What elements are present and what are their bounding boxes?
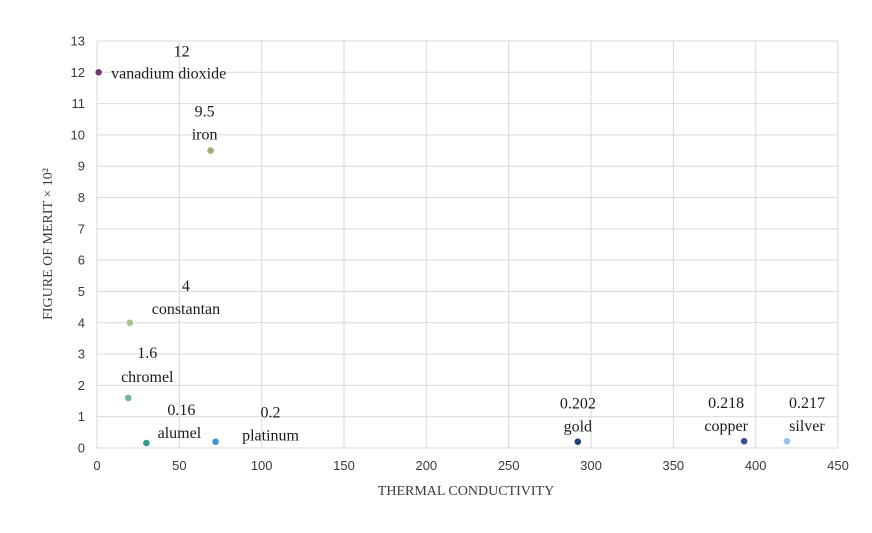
y-tick-label: 9 [78, 159, 85, 174]
x-tick-label: 150 [333, 458, 355, 473]
y-tick-label: 11 [72, 96, 86, 111]
data-label-name: iron [192, 127, 218, 144]
data-label-name: copper [704, 418, 748, 435]
y-tick-label: 7 [78, 221, 85, 236]
y-tick-label: 8 [78, 190, 85, 205]
x-tick-label: 250 [498, 458, 520, 473]
data-point [573, 437, 582, 446]
data-label-name: constantan [152, 301, 220, 318]
data-label-name: alumel [158, 425, 202, 442]
data-label-name: gold [564, 419, 592, 436]
y-tick-label: 13 [71, 34, 85, 49]
x-axis-title: THERMAL CONDUCTIVITY [378, 484, 554, 499]
x-tick-label: 300 [580, 458, 602, 473]
data-point [124, 394, 133, 402]
data-label-name: platinum [242, 428, 299, 445]
data-label-value: 0.16 [167, 402, 195, 419]
y-tick-label: 12 [71, 65, 85, 80]
x-tick-label: 400 [745, 458, 767, 473]
data-label-value: 0.202 [560, 396, 596, 413]
x-tick-label: 50 [172, 458, 186, 473]
data-label-value: 0.2 [261, 405, 281, 422]
point-labels: 12 vanadium dioxide 9.5 iron 4 constantan 1.6 c… [111, 43, 825, 444]
data-point [783, 437, 791, 446]
y-tick-label: 10 [71, 127, 85, 142]
y-tick-label: 0 [78, 441, 85, 456]
data-point [206, 146, 215, 155]
y-tick-label: 5 [78, 284, 85, 299]
data-label-name: vanadium dioxide [111, 65, 226, 82]
x-tick-label: 350 [662, 458, 684, 473]
data-point [211, 437, 220, 446]
x-tick-label: 200 [415, 458, 437, 473]
x-tick-label: 0 [93, 458, 100, 473]
y-tick-label: 4 [78, 315, 85, 330]
y-tick-label: 1 [78, 409, 85, 424]
x-tick-label: 100 [251, 458, 273, 473]
y-tick-label: 6 [78, 253, 85, 268]
data-label-value: 12 [174, 43, 190, 60]
x-tick-label: 450 [827, 458, 849, 473]
data-point [126, 318, 134, 327]
data-label-name: silver [789, 418, 825, 435]
data-label-value: 1.6 [137, 345, 157, 362]
data-label-value: 0.218 [708, 395, 744, 412]
y-axis-title: FIGURE OF MERIT × 10² [41, 168, 56, 320]
grid [96, 40, 839, 449]
data-points [94, 68, 791, 447]
data-label-name: chromel [121, 369, 174, 386]
data-label-value: 4 [182, 278, 190, 295]
data-label-value: 0.217 [789, 395, 825, 412]
data-point [94, 68, 103, 77]
data-label-value: 9.5 [195, 104, 215, 121]
data-point [740, 437, 749, 446]
y-tick-label: 2 [78, 378, 85, 393]
data-point [142, 439, 151, 447]
y-tick-label: 3 [78, 347, 85, 362]
